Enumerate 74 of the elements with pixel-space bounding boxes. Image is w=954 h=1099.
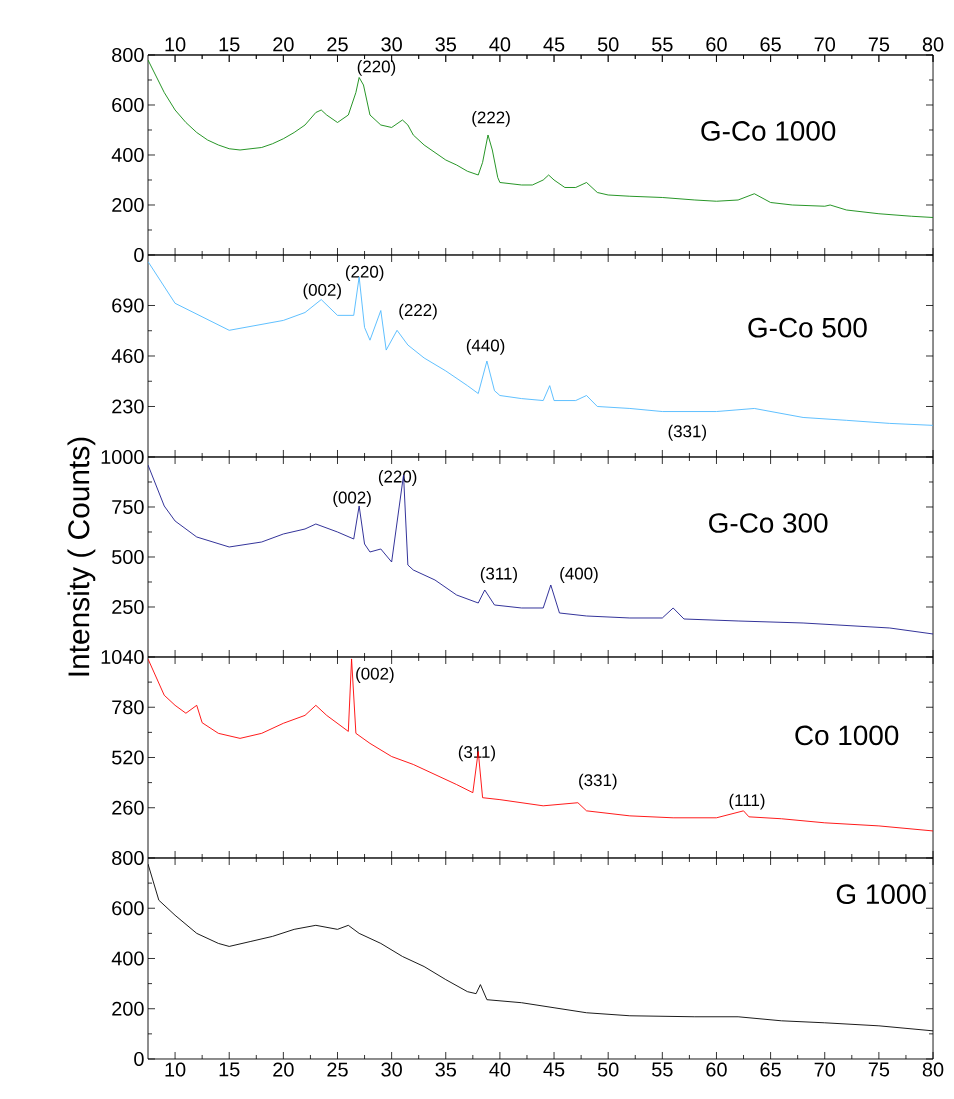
annotation: (220): [345, 265, 384, 282]
annotation: (331): [579, 773, 617, 790]
x2-tick-label: 45: [543, 37, 565, 52]
x-tick-label: 25: [327, 1062, 348, 1077]
x2-tick-label: 65: [760, 37, 781, 52]
x2-tick-label: 70: [814, 37, 836, 52]
x-tick-label: 80: [922, 1062, 944, 1077]
x2-tick-label: 55: [652, 37, 673, 52]
line-series: [148, 261, 934, 426]
x-tick-label: 65: [760, 1062, 781, 1077]
annotation: (220): [357, 60, 396, 76]
annotation: (222): [399, 303, 437, 320]
y-tick-label: 0: [134, 1051, 144, 1067]
y-tick-label: 250: [112, 599, 144, 615]
y-tick-label: 1000: [101, 449, 144, 465]
y-tick-label: 690: [112, 298, 144, 313]
y-tick-label: 500: [112, 549, 144, 565]
annotation: (311): [480, 567, 517, 583]
x2-tick-label: 15: [219, 37, 240, 52]
y-tick-label: 460: [111, 348, 144, 364]
y-tick-label: 600: [112, 97, 144, 113]
y-axis-title: Intensity ( Counts): [67, 437, 96, 676]
text: G-Co 300: [709, 513, 828, 533]
x2-tick-label: 60: [706, 37, 727, 52]
y-tick-label: 780: [112, 700, 144, 715]
x2-tick-label: 40: [489, 37, 511, 52]
y-tick-label: 520: [112, 750, 144, 765]
x2-tick-label: 80: [922, 37, 944, 52]
annotation: (331): [668, 424, 707, 441]
text: Co 1000: [795, 725, 899, 746]
x-tick-label: 10: [165, 1062, 186, 1077]
y-tick-label: 0: [134, 247, 144, 263]
x-tick-label: 50: [597, 1062, 619, 1077]
y-tick-label: 200: [112, 1001, 144, 1016]
x2-tick-label: 20: [273, 37, 294, 52]
annotation: (220): [378, 470, 417, 486]
x-tick-label: 30: [381, 1062, 402, 1077]
annotation: (440): [466, 339, 505, 355]
x2-tick-label: 25: [327, 37, 348, 52]
x2-tick-label: 10: [165, 37, 186, 52]
x2-tick-label: 50: [597, 37, 619, 52]
line-series: [148, 464, 934, 635]
y-tick-label: 600: [112, 901, 144, 916]
annotation: (311): [458, 745, 496, 762]
y-tick-label: 230: [112, 399, 144, 414]
annotation: (002): [356, 667, 394, 683]
y-tick-label: 260: [112, 800, 144, 815]
y-tick-label: 200: [112, 197, 144, 213]
annotation: (400): [560, 567, 598, 583]
x-tick-label: 40: [489, 1062, 511, 1077]
x-tick-label: 35: [435, 1062, 457, 1077]
text: G-Co 1000: [701, 121, 836, 141]
x2-tick-label: 30: [381, 37, 402, 52]
x-tick-label: 60: [706, 1062, 727, 1077]
annotation: (002): [303, 283, 341, 300]
y-tick-label: 800: [112, 850, 144, 866]
x-tick-label: 70: [814, 1062, 836, 1077]
annotation: (111): [729, 793, 765, 810]
y-tick-label: 1040: [101, 649, 144, 665]
y-tick-label: 800: [112, 47, 144, 63]
annotation: (002): [333, 491, 371, 507]
text: G-Co 500: [748, 317, 867, 338]
annotation: (222): [472, 111, 510, 127]
y-tick-label: 750: [112, 499, 144, 515]
x-tick-label: 75: [868, 1062, 890, 1077]
x-tick-label: 15: [219, 1062, 240, 1077]
y-tick-label: 400: [111, 951, 144, 966]
x-tick-label: 20: [273, 1062, 294, 1077]
legend-label: G 1000: [836, 884, 926, 905]
y-tick-label: 400: [111, 147, 144, 163]
x-tick-label: 45: [543, 1062, 565, 1077]
x-tick-label: 55: [652, 1062, 673, 1077]
x2-tick-label: 75: [868, 37, 890, 52]
x2-tick-label: 35: [435, 37, 457, 52]
